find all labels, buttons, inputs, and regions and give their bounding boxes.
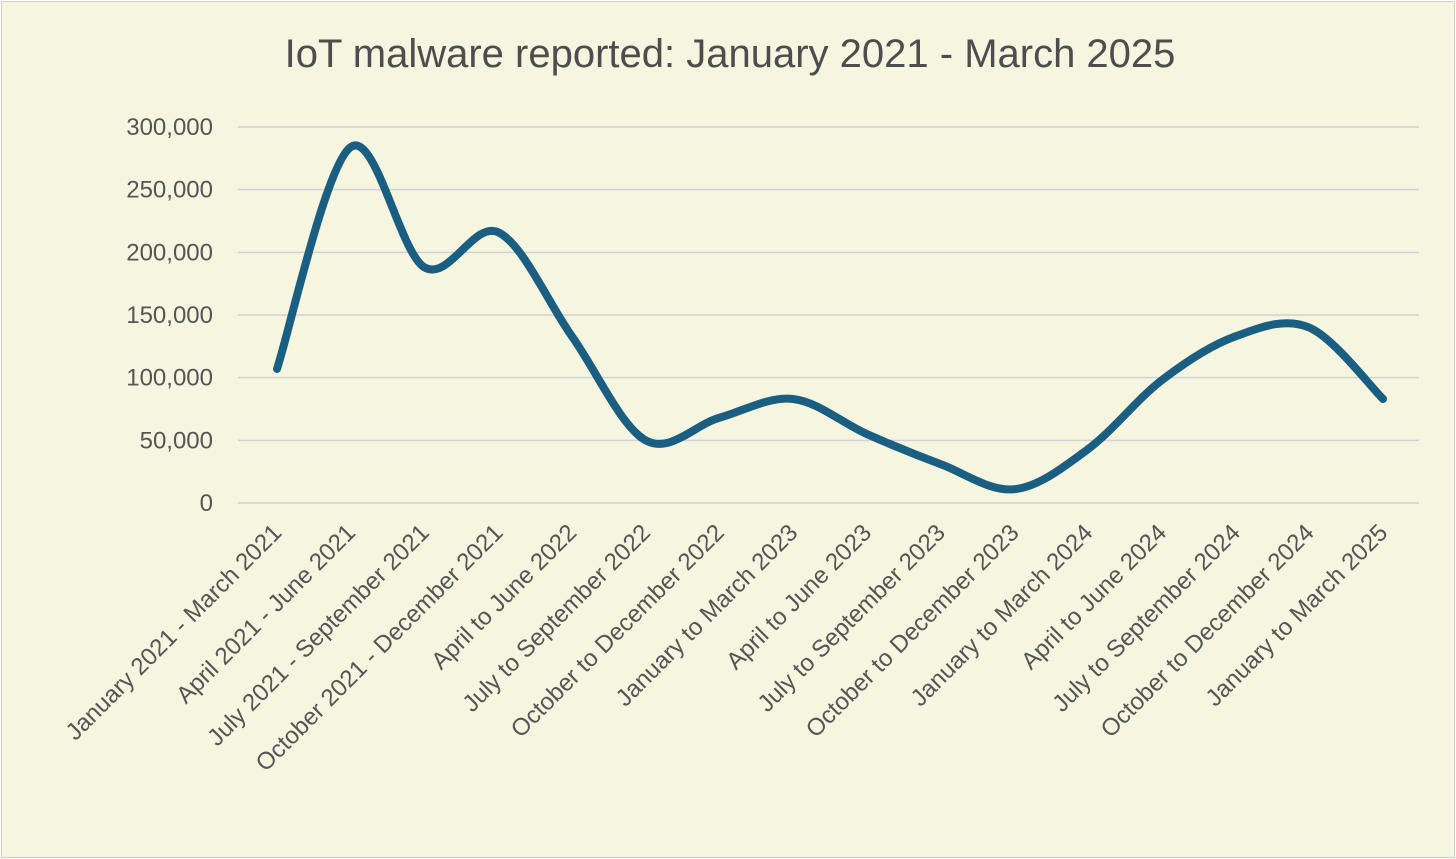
series-line-0 <box>273 141 1387 494</box>
y-tick-label: 100,000 <box>126 365 213 392</box>
data-point <box>348 144 354 150</box>
y-tick-label: 250,000 <box>126 177 213 204</box>
data-point <box>1085 446 1091 452</box>
data-point <box>1306 325 1312 331</box>
data-point <box>790 396 796 402</box>
data-point <box>1233 333 1239 339</box>
data-point <box>1380 396 1386 402</box>
series-layer <box>273 141 1387 494</box>
data-point <box>938 461 944 467</box>
y-tick-label: 300,000 <box>126 114 213 141</box>
data-point <box>569 333 575 339</box>
data-point <box>864 431 870 437</box>
chart-title: IoT malware reported: January 2021 - Mar… <box>284 32 1176 76</box>
y-tick-label: 200,000 <box>126 239 213 266</box>
data-point <box>274 366 280 372</box>
y-tick-label: 150,000 <box>126 302 213 329</box>
data-point <box>421 264 427 270</box>
data-point <box>1011 486 1017 492</box>
data-point <box>643 437 649 443</box>
data-point <box>716 415 722 421</box>
y-tick-label: 0 <box>200 490 213 517</box>
y-tick-label: 50,000 <box>140 427 213 454</box>
grid-layer <box>238 126 1419 504</box>
y-axis-tick-labels: 0 50,000 100,000 150,000 200,000 250,000 300,0… <box>126 114 213 517</box>
data-point <box>1159 377 1165 383</box>
data-point <box>495 229 501 235</box>
